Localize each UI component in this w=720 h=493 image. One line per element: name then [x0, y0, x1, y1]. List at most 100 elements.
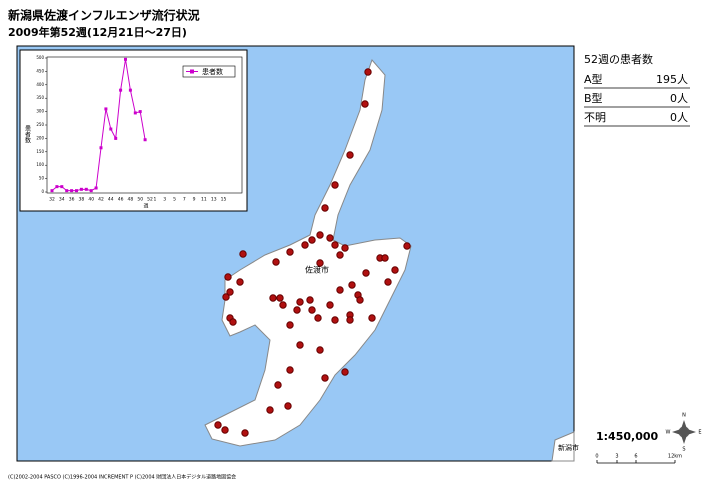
legend-label: 患者数 [202, 67, 223, 76]
x-tick-label: 38 [79, 197, 85, 203]
case-dot [214, 421, 222, 429]
x-tick-label: 7 [183, 197, 186, 203]
y-tick-label: 500 [36, 55, 44, 60]
x-tick-label: 15 [221, 197, 227, 203]
summary-label: A型 [584, 72, 603, 86]
point [50, 189, 54, 193]
x-tick-label: 50 [137, 197, 143, 203]
case-dot [306, 296, 314, 304]
scale-ratio: 1:450,000 [596, 430, 659, 443]
compass [672, 420, 696, 444]
point [133, 111, 137, 115]
case-dot [286, 248, 294, 256]
point [143, 138, 147, 142]
point [60, 185, 64, 189]
case-dot [308, 306, 316, 314]
point [114, 136, 118, 140]
case-dot [331, 181, 339, 189]
copyright: (C)2002-2004 PASCO (C)1996-2004 INCREMEN… [8, 474, 236, 481]
case-dot [236, 278, 244, 286]
point [104, 107, 108, 111]
case-dot [286, 366, 294, 374]
case-dot [241, 429, 249, 437]
case-dot [364, 68, 372, 76]
case-dot [296, 298, 304, 306]
summary-label: B型 [584, 91, 603, 105]
scale-label: 6 [634, 454, 637, 460]
compass-label: N [682, 413, 686, 419]
case-dot [348, 281, 356, 289]
x-axis-label: 週 [143, 203, 148, 210]
case-dot [274, 381, 282, 389]
y-tick-label: 400 [36, 82, 44, 87]
case-dot [331, 316, 339, 324]
compass-label: E [698, 430, 701, 436]
scale-labels: 0 3 6 12km [595, 454, 682, 460]
x-tick-label: 52 [147, 197, 153, 203]
case-dot [384, 278, 392, 286]
scale-label: 0 [595, 454, 598, 460]
x-tick-label: 32 [49, 197, 55, 203]
case-dot [381, 254, 389, 262]
summary-value: 195人 [656, 73, 688, 86]
case-dot [272, 258, 280, 266]
point [84, 187, 88, 191]
mainland [551, 431, 575, 462]
point [70, 189, 74, 193]
case-dot [222, 293, 230, 301]
case-dot [276, 294, 284, 302]
mainland-label: 新潟市 [558, 443, 579, 452]
summary-value: 0人 [670, 111, 688, 124]
point [128, 88, 132, 92]
city-label: 佐渡市 [305, 265, 329, 275]
y-tick-label: 200 [36, 135, 44, 140]
x-tick-label: 46 [118, 197, 124, 203]
case-dot [346, 151, 354, 159]
scale-label: 12km [668, 454, 682, 460]
case-dot [346, 316, 354, 324]
point [55, 185, 59, 189]
y-tick-label: 0 [41, 189, 44, 194]
case-dot [321, 374, 329, 382]
summary-title: 52週の患者数 [584, 53, 653, 66]
case-dot [341, 368, 349, 376]
case-dot [293, 306, 301, 314]
case-dot [326, 301, 334, 309]
scale-label: 3 [615, 454, 618, 460]
summary-value: 0人 [670, 92, 688, 105]
case-dot [361, 100, 369, 108]
case-dot [226, 288, 234, 296]
case-dot [316, 346, 324, 354]
case-dot [316, 259, 324, 267]
y-tick-label: 100 [36, 162, 44, 167]
y-tick-label: 350 [36, 95, 44, 100]
y-tick-label: 50 [39, 176, 45, 181]
point [94, 186, 98, 190]
case-dot [331, 241, 339, 249]
legend [182, 65, 236, 78]
case-dot [362, 269, 370, 277]
case-dot [321, 204, 329, 212]
x-tick-label: 3 [163, 197, 166, 203]
compass-label: W [666, 430, 671, 436]
summary-label: 不明 [584, 111, 606, 124]
point [89, 189, 93, 193]
point [79, 187, 83, 191]
case-dots [214, 68, 411, 437]
x-tick-label: 48 [128, 197, 134, 203]
case-dot [391, 266, 399, 274]
title: 新潟県佐渡インフルエンザ流行状況 [8, 8, 200, 23]
x-tick-label: 5 [173, 197, 176, 203]
y-tick-label: 300 [36, 109, 44, 114]
case-dot [269, 294, 277, 302]
x-tick-label: 44 [108, 197, 114, 203]
y-tick-label: 250 [36, 122, 44, 127]
point [99, 146, 103, 150]
case-dot [403, 242, 411, 250]
x-tick-label: 34 [59, 197, 65, 203]
case-dot [336, 251, 344, 259]
point [75, 189, 78, 193]
x-tick-label: 36 [69, 197, 75, 203]
